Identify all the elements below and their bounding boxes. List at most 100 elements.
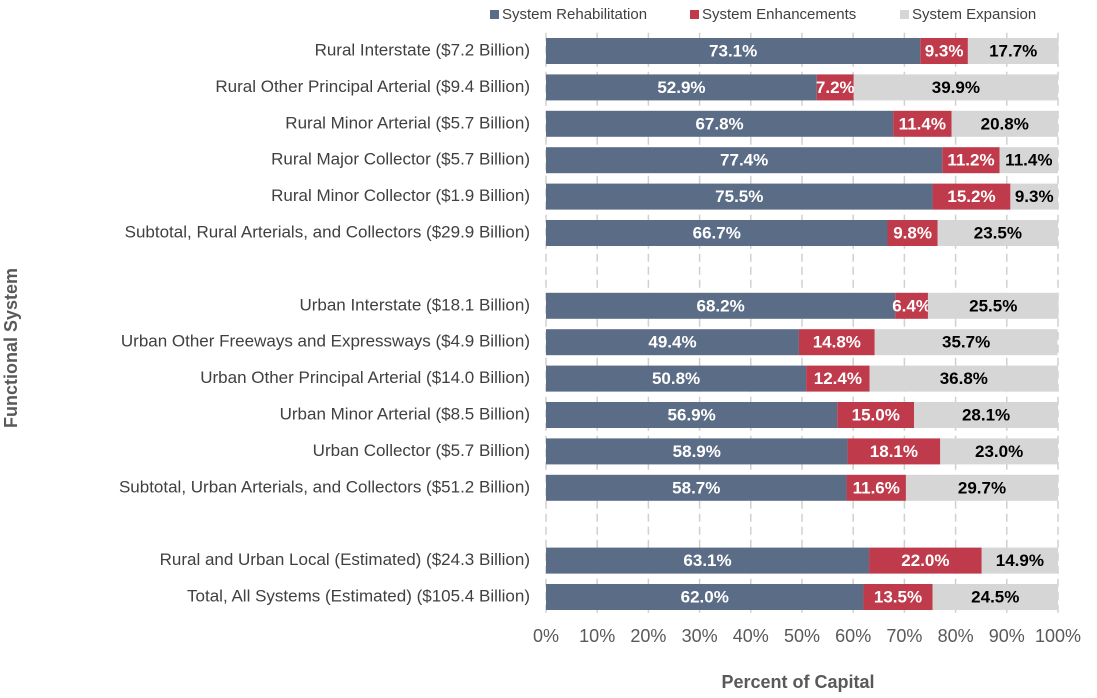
value-label: 62.0%	[681, 587, 729, 606]
bar-segment	[546, 74, 817, 101]
bar-segment	[981, 547, 1058, 574]
category-label: Rural Interstate ($7.2 Billion)	[315, 40, 530, 59]
value-label: 56.9%	[668, 405, 716, 424]
category-label: Urban Minor Arterial ($8.5 Billion)	[280, 404, 530, 423]
value-label: 9.8%	[893, 223, 932, 242]
legend-marker	[490, 10, 499, 19]
category-label: Subtotal, Urban Arterials, and Collector…	[119, 477, 530, 496]
value-label: 66.7%	[693, 223, 741, 242]
bar-segment	[942, 147, 1000, 174]
value-label: 6.4%	[892, 296, 931, 315]
x-tick-label: 30%	[682, 626, 718, 646]
value-label: 49.4%	[648, 333, 696, 352]
value-label: 58.9%	[673, 442, 721, 461]
value-label: 52.9%	[657, 78, 705, 97]
value-label: 28.1%	[962, 405, 1010, 424]
category-label: Urban Other Principal Arterial ($14.0 Bi…	[200, 368, 530, 387]
value-label: 12.4%	[814, 369, 862, 388]
x-tick-label: 70%	[886, 626, 922, 646]
bar-segment	[1010, 183, 1058, 210]
bar-segment	[937, 220, 1058, 246]
bar-segment	[846, 474, 906, 501]
x-tick-label: 90%	[989, 626, 1025, 646]
category-label: Rural Other Principal Arterial ($9.4 Bil…	[215, 77, 530, 96]
legend-label: System Expansion	[912, 6, 1036, 23]
bar-segment	[914, 402, 1058, 428]
category-label: Urban Other Freeways and Expressways ($4…	[121, 332, 530, 351]
category-label: Rural and Urban Local (Estimated) ($24.3…	[160, 550, 530, 569]
x-tick-label: 80%	[938, 626, 974, 646]
bar-segment	[816, 74, 854, 101]
value-label: 13.5%	[874, 587, 922, 606]
category-label: Rural Major Collector ($5.7 Billion)	[271, 150, 530, 169]
bar-segment	[951, 110, 1058, 137]
value-label: 14.9%	[996, 551, 1044, 570]
x-tick-label: 0%	[533, 626, 559, 646]
bar-segment	[920, 38, 968, 64]
bar-segment	[893, 110, 952, 137]
value-label: 67.8%	[695, 114, 743, 133]
category-label: Subtotal, Rural Arterials, and Collector…	[125, 222, 530, 241]
bar-segment	[546, 474, 847, 501]
value-label: 9.3%	[1015, 187, 1054, 206]
bar-segment	[806, 365, 870, 392]
value-label: 11.6%	[853, 478, 900, 497]
value-label: 39.9%	[932, 78, 980, 97]
bar-segment	[546, 365, 807, 392]
bar-segment	[967, 38, 1059, 64]
bar-segment	[798, 329, 875, 356]
bar-segment	[546, 402, 838, 428]
x-tick-label: 40%	[733, 626, 769, 646]
bar-segment	[905, 474, 1058, 501]
value-label: 11.4%	[1005, 151, 1052, 170]
category-label: Total, All Systems (Estimated) ($105.4 B…	[187, 586, 530, 605]
value-label: 63.1%	[683, 551, 731, 570]
value-label: 25.5%	[969, 296, 1017, 315]
value-label: 24.5%	[971, 587, 1019, 606]
value-label: 68.2%	[696, 296, 744, 315]
bar-segment	[546, 438, 848, 465]
bar-segment	[546, 220, 888, 246]
bar-segment	[847, 438, 941, 465]
category-label: Urban Collector ($5.7 Billion)	[313, 441, 530, 460]
bar-segment	[863, 584, 933, 610]
value-label: 50.8%	[652, 369, 700, 388]
bar-segment	[869, 547, 982, 574]
value-label: 14.8%	[813, 333, 861, 352]
bar-segment	[546, 292, 896, 319]
bar-segment	[546, 547, 870, 574]
bar-segment	[887, 220, 938, 246]
bar-segment	[895, 292, 928, 319]
bar-segment	[837, 402, 915, 428]
category-label: Rural Minor Collector ($1.9 Billion)	[271, 186, 530, 205]
bar-segment	[853, 74, 1058, 101]
x-tick-label: 100%	[1035, 626, 1081, 646]
x-axis-title: Percent of Capital	[721, 672, 874, 692]
value-label: 36.8%	[940, 369, 988, 388]
x-tick-label: 60%	[835, 626, 871, 646]
value-label: 9.3%	[925, 41, 964, 60]
value-label: 23.0%	[975, 442, 1023, 461]
bar-segment	[546, 110, 894, 137]
value-label: 22.0%	[901, 551, 949, 570]
x-tick-label: 20%	[630, 626, 666, 646]
bar-segment	[999, 147, 1058, 174]
bar-segment	[932, 584, 1058, 610]
category-label: Rural Minor Arterial ($5.7 Billion)	[285, 113, 530, 132]
value-label: 15.2%	[947, 187, 995, 206]
legend-label: System Rehabilitation	[502, 6, 647, 23]
value-label: 23.5%	[974, 223, 1022, 242]
value-label: 11.4%	[899, 114, 946, 133]
value-label: 17.7%	[989, 41, 1037, 60]
bar-segment	[869, 365, 1058, 392]
value-label: 15.0%	[852, 405, 900, 424]
legend-label: System Enhancements	[702, 6, 856, 23]
value-label: 11.2%	[947, 151, 994, 170]
value-label: 7.2%	[816, 78, 855, 97]
x-tick-label: 10%	[579, 626, 615, 646]
value-label: 73.1%	[709, 41, 757, 60]
bar-segment	[546, 183, 933, 210]
bar-segment	[940, 438, 1058, 465]
value-label: 35.7%	[942, 333, 990, 352]
